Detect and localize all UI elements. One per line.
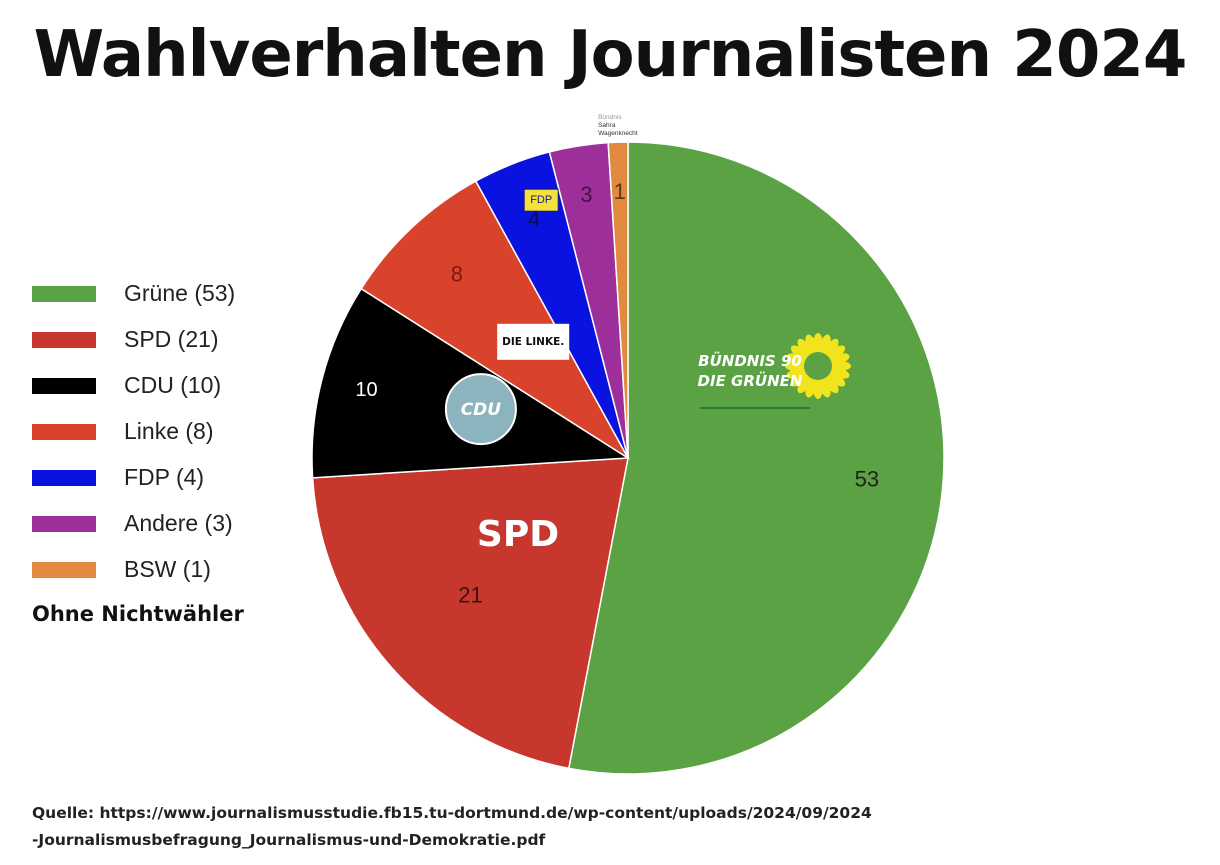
cdu-logo-icon xyxy=(444,373,517,446)
spd-logo-text: SPD xyxy=(477,514,559,555)
sunflower-petal-icon xyxy=(805,334,818,356)
cdu-logo-text: CDU xyxy=(461,400,502,420)
chart-title: Wahlverhalten Journalisten 2024 xyxy=(33,18,1188,92)
linke-logo-text: DIE LINKE. xyxy=(502,336,564,348)
legend-note: Ohne Nichtwähler xyxy=(32,602,244,626)
value-label-bsw: 1 xyxy=(614,179,626,204)
legend-swatch-cdu xyxy=(32,378,96,394)
bsw-logo-text-line-3: Wagenknecht xyxy=(598,130,638,137)
sunflower-petal-icon xyxy=(826,371,846,387)
legend-swatch-andere xyxy=(32,516,96,532)
gruene-logo-text-line-1: BÜNDNIS 90 xyxy=(698,351,802,370)
bsw-logo-text-line-2: Sahra xyxy=(598,122,616,129)
pie-slice-gruene xyxy=(567,141,945,775)
legend-label-cdu: CDU (10) xyxy=(124,372,222,398)
sunflower-petal-icon xyxy=(797,374,813,394)
source-note: Quelle: https://www.journalismusstudie.f… xyxy=(32,800,1192,854)
fdp-logo-icon xyxy=(523,188,559,212)
value-label-linke: 8 xyxy=(451,262,463,287)
sunflower-petal-icon xyxy=(797,338,813,358)
legend-swatch-spd xyxy=(32,332,96,348)
legend-swatch-bsw xyxy=(32,562,96,578)
sunflower-petal-icon xyxy=(790,371,810,387)
value-label-cdu: 10 xyxy=(355,379,377,401)
sunflower-petal-icon xyxy=(790,345,810,361)
source-line-2: -Journalismusbefragung_Journalismus-und-… xyxy=(32,831,546,849)
legend-swatch-linke xyxy=(32,424,96,440)
sunflower-petal-icon xyxy=(826,345,846,361)
legend-swatch-fdp xyxy=(32,470,96,486)
legend-label-gruene: Grüne (53) xyxy=(124,280,236,306)
linke-logo-icon xyxy=(497,323,570,360)
gruene-logo-text-line-2: DIE GRÜNEN xyxy=(698,371,803,390)
pie-slice-linke xyxy=(360,180,629,459)
fdp-logo-text: FDP xyxy=(530,194,552,206)
sunflower-center-icon xyxy=(804,352,832,380)
value-label-spd: 21 xyxy=(458,583,482,608)
sunflower-petal-icon xyxy=(823,374,839,394)
sunflower-petal-icon xyxy=(823,338,839,358)
value-label-gruene: 53 xyxy=(855,466,879,491)
legend-swatch-gruene xyxy=(32,286,96,302)
value-label-andere: 3 xyxy=(580,182,592,207)
legend-label-linke: Linke (8) xyxy=(124,418,214,444)
bsw-logo-text-line-1: Bündnis xyxy=(598,114,622,121)
pie-slice-bsw xyxy=(607,141,629,459)
legend-label-fdp: FDP (4) xyxy=(124,464,205,490)
legend-label-spd: SPD (21) xyxy=(124,326,219,352)
legend-label-bsw: BSW (1) xyxy=(124,556,211,582)
source-line-1: Quelle: https://www.journalismusstudie.f… xyxy=(32,804,872,822)
legend-label-andere: Andere (3) xyxy=(124,510,233,536)
pie-slice-spd xyxy=(311,457,629,770)
value-label-fdp: 4 xyxy=(528,207,540,232)
